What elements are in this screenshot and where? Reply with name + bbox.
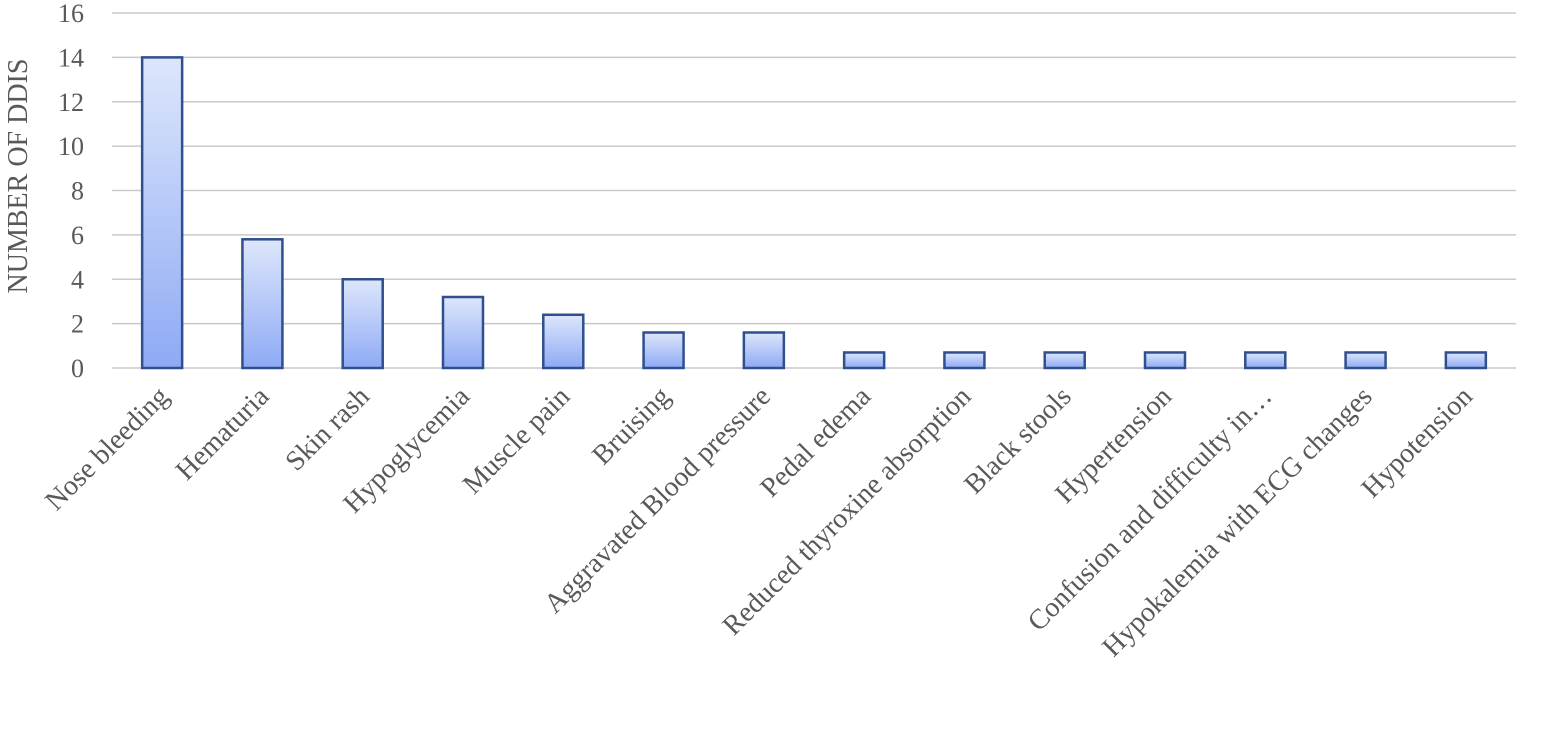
bar-5: [542, 313, 585, 370]
bar-13: [1344, 351, 1387, 370]
bar-4: [441, 295, 485, 370]
bar-12: [1244, 351, 1287, 370]
bar-2: [241, 238, 284, 370]
bar-7: [742, 331, 786, 370]
y-axis-ticks: 0 2 4 6 8 10 12 14 16: [58, 0, 84, 383]
x-category-label: Nose bleeding: [39, 381, 175, 517]
bar-14: [1444, 351, 1488, 370]
bar-8: [842, 351, 886, 370]
y-tick-label: 4: [71, 265, 84, 294]
bar-10: [1043, 351, 1086, 370]
y-tick-label: 8: [71, 177, 84, 206]
y-axis-title: NUMBER OF DDIS: [3, 59, 34, 294]
y-tick-label: 10: [58, 132, 84, 161]
y-tick-label: 16: [58, 0, 84, 28]
bar-11: [1143, 351, 1187, 370]
y-tick-label: 12: [58, 88, 84, 117]
y-tick-label: 0: [71, 354, 84, 383]
y-tick-label: 14: [58, 43, 84, 72]
x-category-label: Hematuria: [170, 381, 276, 487]
bar-9: [943, 351, 986, 370]
bar-1: [140, 56, 184, 370]
x-category-label: Bruising: [586, 381, 676, 471]
gridlines: [112, 12, 1516, 369]
x-category-label: Muscle pain: [457, 381, 576, 500]
bars: [140, 56, 1488, 370]
bar-6: [642, 331, 685, 370]
y-tick-label: 2: [71, 310, 84, 339]
y-tick-label: 6: [71, 221, 84, 250]
bar-3: [341, 278, 384, 370]
x-category-label: Skin rash: [279, 381, 375, 477]
